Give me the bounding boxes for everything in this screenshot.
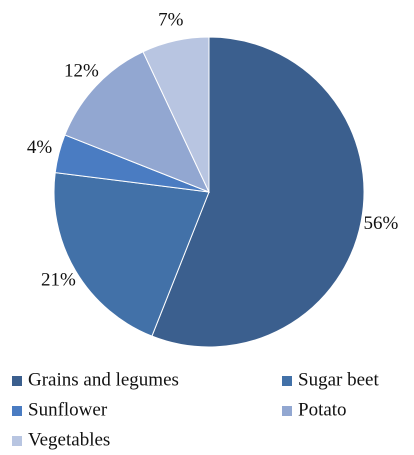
legend-label: Sunflower — [28, 399, 108, 420]
data-label: 21% — [41, 269, 76, 290]
legend-label: Grains and legumes — [28, 369, 179, 390]
pie-slice — [151, 36, 365, 348]
legend-swatch — [12, 406, 22, 416]
pie-slice — [64, 51, 210, 193]
data-label: 12% — [64, 61, 99, 82]
legend-label: Sugar beet — [298, 369, 379, 390]
legend-swatch — [12, 436, 22, 446]
legend-label: Vegetables — [28, 429, 110, 450]
pie-slice — [53, 172, 210, 337]
legend-swatch — [282, 376, 292, 386]
data-label: 56% — [363, 213, 398, 234]
legend-label: Potato — [298, 399, 347, 420]
data-label: 4% — [27, 137, 53, 158]
legend-swatch — [12, 376, 22, 386]
pie-slice — [142, 36, 210, 193]
legend-swatch — [282, 406, 292, 416]
data-label: 7% — [158, 10, 184, 31]
